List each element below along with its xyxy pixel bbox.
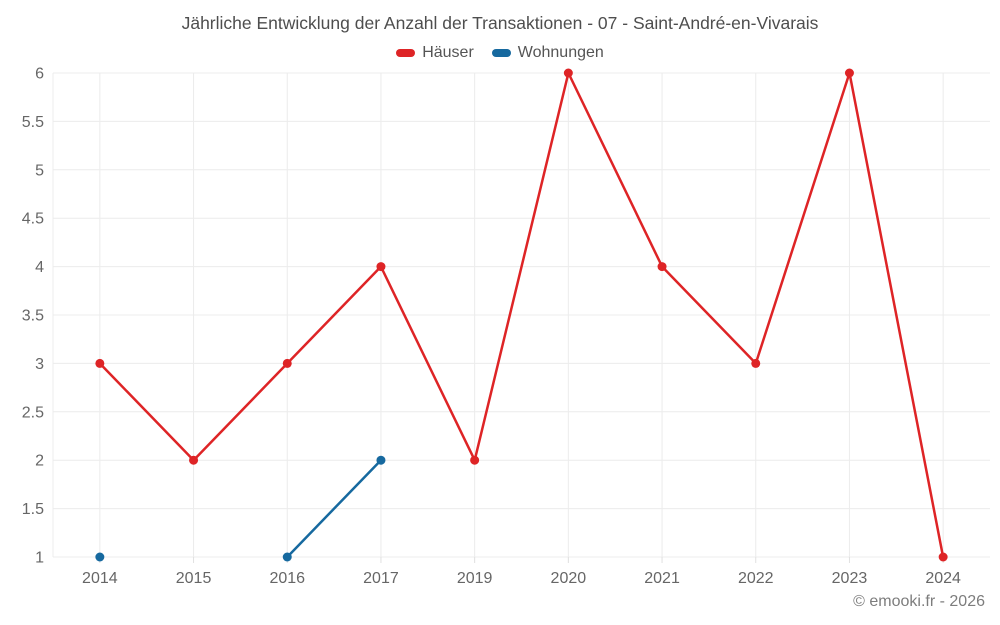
x-tick-label: 2017 xyxy=(363,570,399,587)
x-tick-label: 2020 xyxy=(551,570,587,587)
legend-label-haeuser: Häuser xyxy=(422,44,474,61)
y-tick-label: 3 xyxy=(35,356,44,373)
y-tick-label: 2.5 xyxy=(22,404,44,421)
x-tick-label: 2022 xyxy=(738,570,774,587)
data-point-häuser[interactable] xyxy=(470,455,480,465)
y-tick-label: 2 xyxy=(35,453,44,470)
data-point-wohnungen[interactable] xyxy=(376,455,386,465)
data-point-häuser[interactable] xyxy=(657,262,667,272)
legend-swatch-wohnungen xyxy=(491,49,511,57)
x-tick-label: 2024 xyxy=(925,570,961,587)
chart-title: Jährliche Entwicklung der Anzahl der Tra… xyxy=(181,13,819,33)
y-tick-label: 5 xyxy=(35,162,44,179)
data-point-häuser[interactable] xyxy=(844,68,854,78)
x-tick-label: 2015 xyxy=(176,570,212,587)
x-tick-label: 2021 xyxy=(644,570,680,587)
data-point-häuser[interactable] xyxy=(282,358,292,368)
x-tick-label: 2023 xyxy=(832,570,868,587)
x-tick-label: 2014 xyxy=(82,570,118,587)
x-tick-label: 2016 xyxy=(269,570,305,587)
legend-item-haeuser[interactable]: Häuser xyxy=(396,44,474,62)
y-tick-label: 1.5 xyxy=(22,501,44,518)
data-point-häuser[interactable] xyxy=(376,262,386,272)
chart-legend: Häuser Wohnungen xyxy=(0,44,1000,62)
data-point-häuser[interactable] xyxy=(189,455,199,465)
legend-item-wohnungen[interactable]: Wohnungen xyxy=(491,44,604,62)
series-line-wohnungen xyxy=(286,458,383,559)
data-point-häuser[interactable] xyxy=(563,68,573,78)
legend-label-wohnungen: Wohnungen xyxy=(517,44,604,61)
data-point-häuser[interactable] xyxy=(751,358,761,368)
y-tick-label: 1 xyxy=(35,550,44,567)
data-point-wohnungen[interactable] xyxy=(95,552,105,562)
data-point-häuser[interactable] xyxy=(95,358,105,368)
y-tick-label: 4 xyxy=(35,259,44,276)
series-line-häuser xyxy=(98,71,945,559)
data-point-häuser[interactable] xyxy=(938,552,948,562)
y-tick-label: 4.5 xyxy=(22,211,44,228)
y-tick-label: 3.5 xyxy=(22,308,44,325)
y-tick-label: 6 xyxy=(35,66,44,83)
legend-swatch-haeuser xyxy=(396,49,416,57)
copyright-watermark: © emooki.fr - 2026 xyxy=(853,593,985,610)
x-tick-label: 2019 xyxy=(457,570,493,587)
data-point-wohnungen[interactable] xyxy=(282,552,292,562)
y-tick-label: 5.5 xyxy=(22,114,44,131)
